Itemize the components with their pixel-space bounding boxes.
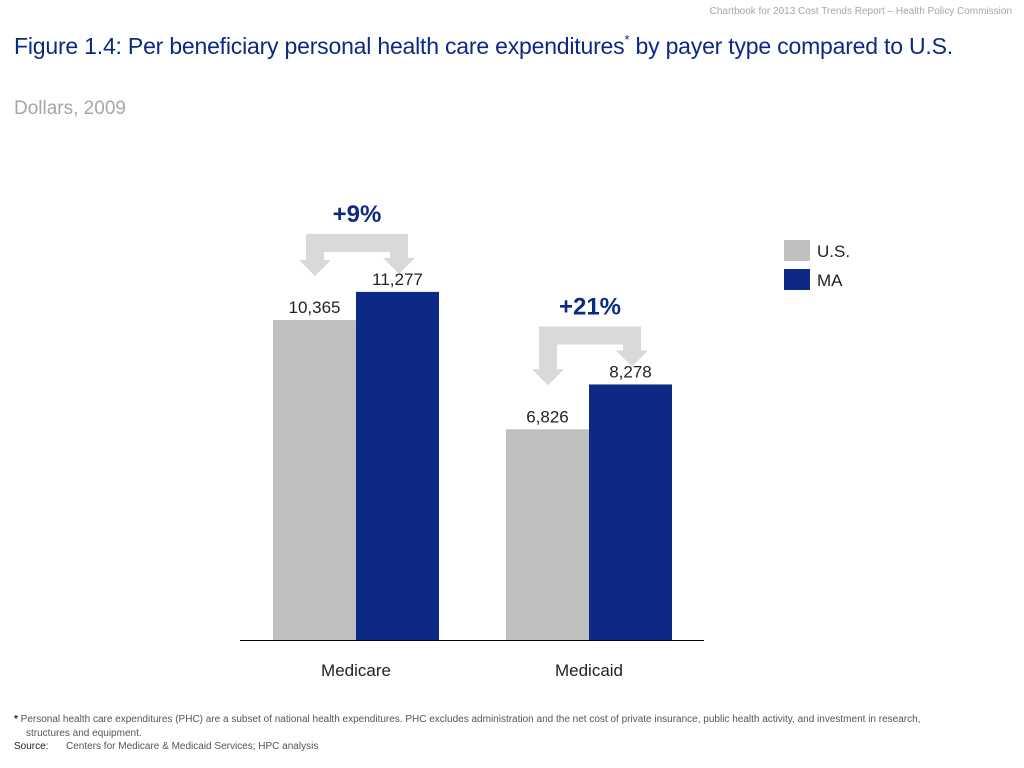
comparison-arrow-medicaid bbox=[532, 326, 648, 386]
bar-medicare-ma bbox=[356, 291, 439, 640]
bar-medicaid-ma bbox=[589, 384, 672, 640]
footnote: * Personal health care expenditures (PHC… bbox=[14, 713, 994, 741]
pct-change-label-medicaid: +21% bbox=[559, 293, 621, 320]
title-rest: by payer type compared to U.S. bbox=[629, 33, 954, 59]
category-label-medicare: Medicare bbox=[321, 661, 391, 680]
legend-label-ma: MA bbox=[817, 271, 843, 290]
data-label-medicare-ma: 11,277 bbox=[372, 270, 423, 289]
data-label-medicaid-us: 6,826 bbox=[526, 407, 569, 426]
category-label-medicaid: Medicaid bbox=[555, 661, 623, 680]
chart-subtitle: Dollars, 2009 bbox=[14, 98, 126, 119]
legend-label-us: U.S. bbox=[817, 242, 850, 261]
bar-medicare-us bbox=[273, 320, 356, 640]
source-line: Source: Centers for Medicare & Medicaid S… bbox=[14, 741, 318, 752]
bar-medicaid-us bbox=[506, 429, 589, 640]
data-label-medicaid-ma: 8,278 bbox=[609, 362, 652, 381]
footnote-mark: * bbox=[14, 714, 18, 725]
source-key: Source: bbox=[14, 741, 49, 752]
source-text: Centers for Medicare & Medicaid Services… bbox=[66, 741, 319, 752]
footnote-line-1: Personal health care expenditures (PHC) … bbox=[17, 714, 921, 725]
bar-chart: +9% +21% 10,365 6,826 11,277 8,278 Medicare Med… bbox=[240, 201, 850, 680]
data-label-medicare-us: 10,365 bbox=[289, 298, 341, 317]
pct-change-label-medicare: +9% bbox=[333, 201, 382, 228]
header-note: Chartbook for 2013 Cost Trends Report – … bbox=[709, 6, 1012, 17]
legend-swatch-us bbox=[784, 240, 810, 261]
chart-title: Figure 1.4: Per beneficiary personal hea… bbox=[14, 30, 1004, 62]
title-footnote-mark: * bbox=[624, 32, 630, 47]
title-main: Figure 1.4: Per beneficiary personal hea… bbox=[14, 33, 625, 59]
comparison-arrow-medicare bbox=[299, 233, 415, 277]
legend-swatch-ma bbox=[784, 269, 810, 290]
footnote-line-2: structures and equipment. bbox=[26, 728, 142, 739]
